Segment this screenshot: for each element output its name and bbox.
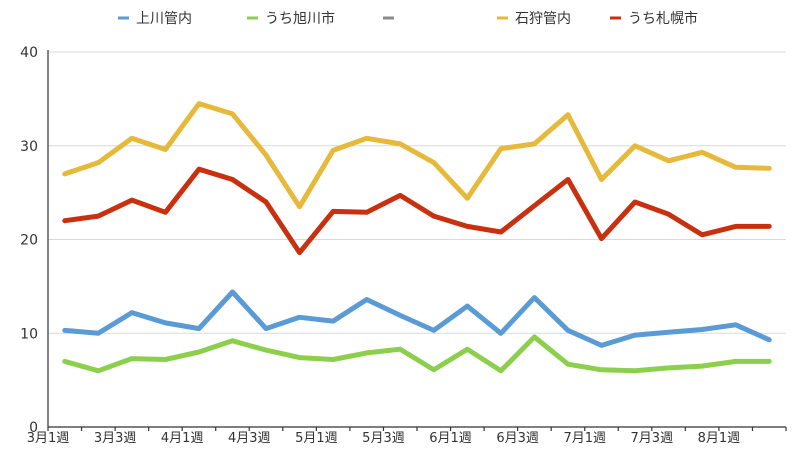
x-tick-label: 5月3週	[362, 431, 405, 446]
x-tick-label: 4月3週	[228, 431, 271, 446]
x-tick-label: 4月1週	[161, 431, 204, 446]
x-tick-label: 5月1週	[295, 431, 338, 446]
x-tick-label: 7月3週	[631, 431, 674, 446]
y-axis-ticks: 0 10 20 30 40	[20, 45, 38, 436]
legend-item: 上川管内	[118, 11, 192, 27]
x-tick-label: 6月1週	[429, 431, 472, 446]
y-tick-label: 0	[29, 420, 38, 436]
x-tick-label: 8月1週	[698, 431, 741, 446]
x-tick-label: 3月3週	[94, 431, 137, 446]
legend-label: 上川管内	[136, 11, 192, 27]
axes	[47, 50, 787, 431]
series-line-2	[62, 101, 772, 210]
legend: 上川管内 うち旭川市 石狩管内 うち札幌市	[118, 10, 698, 27]
series-lines	[62, 101, 772, 374]
y-tick-label: 20	[20, 233, 38, 249]
legend-item: うち旭川市	[247, 10, 335, 27]
x-axis-ticks: 3月1週 3月3週 4月1週 4月3週 5月1週 5月3週 6月1週 6月3週 7月1週 7月3週…	[27, 431, 740, 446]
x-tick-label: 7月1週	[563, 431, 606, 446]
legend-item: うち札幌市	[610, 10, 698, 27]
x-tick-label: 6月3週	[496, 431, 539, 446]
legend-label: うち札幌市	[628, 10, 698, 27]
y-tick-label: 30	[20, 139, 38, 155]
y-tick-label: 10	[20, 326, 38, 342]
x-tick-label: 3月1週	[27, 431, 70, 446]
y-tick-label: 40	[20, 45, 38, 61]
series-line-0	[62, 289, 772, 348]
series-line-1	[62, 334, 772, 374]
series-line-3	[62, 166, 772, 256]
legend-item: 石狩管内	[497, 11, 571, 27]
legend-label: うち旭川市	[265, 10, 335, 27]
gridlines	[48, 51, 786, 334]
legend-label: 石狩管内	[515, 11, 571, 27]
